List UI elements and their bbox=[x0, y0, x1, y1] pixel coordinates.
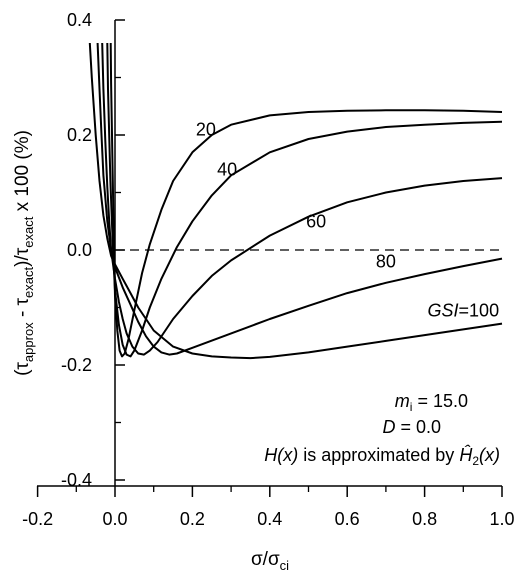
x-tick-label: -0.2 bbox=[22, 509, 53, 529]
curve-label-gsi-100: GSI=100 bbox=[428, 300, 500, 320]
x-tick-label: 0.4 bbox=[257, 509, 282, 529]
y-tick-label: 0.2 bbox=[67, 125, 92, 145]
h2-subscript: 2 bbox=[472, 454, 479, 468]
y-axis-title: (τapprox - τexact)/τexact x 100 (%) bbox=[12, 130, 36, 376]
y-title-sub-exact-2: exact bbox=[21, 216, 36, 247]
gsi-symbol: GSI bbox=[428, 300, 459, 320]
annotation-mi: mi = 15.0 bbox=[395, 391, 468, 414]
x-tick-label: 0.6 bbox=[335, 509, 360, 529]
mi-symbol: m bbox=[395, 391, 410, 411]
y-title-mid: - τ bbox=[12, 297, 33, 322]
y-title-tail: x 100 (%) bbox=[12, 130, 33, 217]
y-tick-label: 0.4 bbox=[67, 10, 92, 30]
x-axis-title-subscript: ci bbox=[280, 558, 290, 573]
y-title-sub-exact-1: exact bbox=[21, 266, 36, 297]
y-tick-label: 0.0 bbox=[67, 240, 92, 260]
h2-argument: (x) bbox=[479, 445, 500, 465]
x-tick-label: 0.8 bbox=[412, 509, 437, 529]
hx-text: is approximated by bbox=[298, 445, 459, 465]
curve-gsi-80 bbox=[106, 42, 503, 358]
curve-label-gsi-60: 60 bbox=[306, 211, 326, 231]
y-title-mid2: )/τ bbox=[12, 247, 33, 267]
y-ticks: 0.4 0.2 0.0 -0.2 -0.4 bbox=[61, 10, 125, 490]
curve-gsi-100 bbox=[109, 42, 503, 358]
x-axis-title: σ/σci bbox=[251, 549, 289, 573]
curve-gsi-40 bbox=[96, 42, 503, 356]
curve-label-gsi-40: 40 bbox=[217, 160, 237, 180]
curves bbox=[88, 42, 503, 360]
y-title-open: (τ bbox=[12, 362, 33, 376]
gsi-100-value: =100 bbox=[459, 300, 500, 320]
x-tick-label: 0.2 bbox=[180, 509, 205, 529]
y-title-sub-approx: approx bbox=[21, 322, 36, 362]
curve-gsi-20 bbox=[88, 42, 503, 360]
curve-labels: 20 40 60 80 GSI=100 bbox=[196, 119, 499, 320]
y-tick-label: -0.2 bbox=[61, 355, 92, 375]
x-tick-label: 1.0 bbox=[489, 509, 514, 529]
curve-label-gsi-80: 80 bbox=[376, 252, 396, 272]
annotation-d: D = 0.0 bbox=[382, 417, 441, 437]
h2-symbol: Ĥ bbox=[459, 445, 473, 465]
curve-label-gsi-20: 20 bbox=[196, 119, 216, 139]
x-tick-label: 0.0 bbox=[102, 509, 127, 529]
curve-gsi-60 bbox=[101, 42, 503, 356]
d-symbol: D bbox=[382, 417, 395, 437]
d-value: = 0.0 bbox=[395, 417, 441, 437]
annotation-approximation: H(x) is approximated by Ĥ2(x) bbox=[264, 445, 500, 468]
y-tick-label: -0.4 bbox=[61, 470, 92, 490]
hx-symbol: H(x) bbox=[264, 445, 298, 465]
x-ticks: -0.2 0.0 0.2 0.4 0.6 0.8 1.0 bbox=[22, 486, 515, 529]
mi-subscript: i bbox=[410, 400, 413, 414]
mi-value: = 15.0 bbox=[412, 391, 468, 411]
annotations: mi = 15.0 D = 0.0 H(x) is approximated b… bbox=[264, 391, 500, 468]
x-axis-title-base: σ/σ bbox=[251, 549, 280, 570]
